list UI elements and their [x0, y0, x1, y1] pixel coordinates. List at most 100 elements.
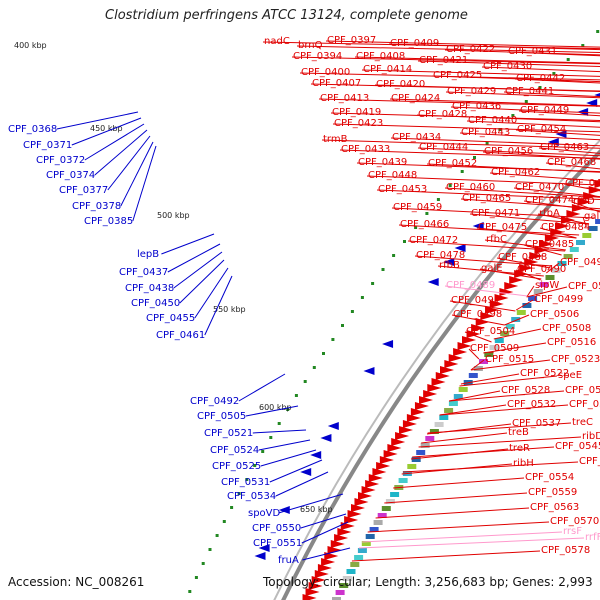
right-label-connector — [526, 286, 568, 298]
left-label-connector — [252, 429, 307, 434]
right-label-connector — [460, 198, 600, 210]
left-gene-label: CPF_0438 — [125, 283, 174, 294]
right-gene-label: CPF_0425 — [433, 70, 482, 81]
topology-label: Topology: circular; Length: 3,256,683 bp… — [263, 575, 593, 589]
right-gene-label: CPF_0462 — [491, 167, 540, 178]
scale-dot — [201, 562, 205, 565]
right-label-connector — [427, 422, 572, 434]
feature-block — [373, 520, 383, 525]
right-label-connector — [417, 147, 600, 157]
right-gene-label: CPF_0478 — [416, 250, 465, 261]
left-gene-label: CPF_0505 — [197, 411, 246, 422]
right-label-connector — [496, 257, 551, 269]
right-gene-label: CPF_0509 — [470, 343, 519, 354]
right-label-connector — [545, 262, 560, 274]
scale-tick-label: 400 kbp — [14, 41, 47, 50]
left-gene-label: CPF_0450 — [131, 298, 180, 309]
feature-block — [346, 569, 356, 574]
scale-dot — [566, 58, 570, 61]
right-label-connector — [504, 314, 530, 326]
forward-gene-arrow — [544, 234, 559, 242]
right-label-connector — [318, 98, 600, 107]
backbone-shadow — [273, 139, 600, 600]
right-gene-label: CPF_0420 — [376, 79, 425, 90]
feature-block — [458, 387, 468, 392]
left-gene-label: CPF_0550 — [252, 523, 301, 534]
scale-dot — [436, 198, 440, 201]
scale-tick-label: 650 kbp — [300, 505, 333, 514]
right-gene-label: CPF_0449 — [520, 105, 569, 116]
right-gene-label: rfbD — [573, 196, 595, 207]
forward-gene-arrow — [485, 306, 500, 314]
scale-dot — [552, 72, 556, 75]
scale-dot — [277, 422, 281, 425]
right-gene-label: CPF_0430 — [483, 61, 532, 72]
forward-gene-arrow — [350, 504, 365, 512]
right-gene-label: CPF_0535 — [569, 399, 600, 410]
right-gene-label: CPF_0563 — [530, 502, 579, 513]
right-label-connector — [418, 436, 582, 448]
right-label-connector — [470, 359, 485, 371]
right-gene-label: brnQ — [298, 40, 323, 51]
left-gene-label: CPF_0461 — [156, 330, 205, 341]
forward-gene-arrow — [334, 534, 349, 542]
forward-gene-arrow — [340, 522, 355, 530]
scale-dot — [392, 254, 396, 257]
scale-dot — [222, 520, 226, 523]
right-label-connector — [431, 75, 600, 83]
left-gene-label: lepB — [137, 249, 159, 260]
right-gene-label: rfbB — [439, 260, 460, 271]
feature-block — [539, 282, 549, 287]
forward-gene-arrow — [440, 366, 455, 374]
right-gene-label: CPF_0488 — [498, 252, 547, 263]
right-label-connector — [339, 149, 600, 159]
right-gene-label: nadC — [264, 36, 290, 47]
left-label-connector — [275, 471, 329, 497]
feature-block — [522, 303, 532, 308]
right-label-connector — [299, 72, 600, 81]
right-gene-label: CPF_0499 — [534, 294, 583, 305]
right-label-connector — [439, 404, 569, 416]
right-gene-label: CPF_0468 — [547, 157, 596, 168]
feature-block — [511, 317, 521, 322]
right-label-connector — [506, 51, 600, 57]
scale-dot — [473, 156, 476, 159]
feature-block — [420, 443, 430, 448]
right-gene-label: CPF_0409 — [390, 38, 439, 49]
left-gene-label: CPF_0551 — [253, 538, 302, 549]
right-gene-label: CPF_0465 — [462, 193, 511, 204]
right-gene-label: rrfF — [585, 532, 600, 543]
feature-block — [385, 499, 395, 504]
right-gene-label: CPF_0515 — [485, 354, 534, 365]
scale-dot — [237, 492, 241, 495]
forward-gene-arrow — [383, 450, 398, 458]
right-label-connector — [450, 106, 600, 114]
right-gene-label: CPF_0504 — [466, 326, 515, 337]
right-label-connector — [393, 477, 525, 489]
right-label-connector — [375, 507, 530, 519]
map-title: Clostridium perfringens ATCC 13124, comp… — [105, 8, 468, 23]
right-label-connector — [421, 432, 508, 444]
right-gene-label: CPF_0414 — [363, 64, 412, 75]
forward-gene-arrow — [398, 426, 413, 434]
right-gene-label: CPF_0475 — [478, 222, 527, 233]
scale-dot — [360, 296, 364, 299]
left-gene-label: spoVD — [248, 508, 281, 519]
left-label-connector — [194, 267, 229, 319]
right-gene-label: rrsF — [563, 526, 582, 537]
right-label-connector — [449, 390, 501, 402]
scale-dot — [460, 170, 464, 173]
right-label-connector — [523, 200, 600, 212]
right-label-connector — [482, 151, 600, 160]
scale-dot — [596, 30, 600, 33]
scale-dot — [286, 408, 290, 411]
reverse-gene-arrow — [254, 552, 266, 560]
feature-block — [500, 331, 510, 336]
forward-gene-arrow — [305, 588, 320, 596]
right-gene-label: CPF_0516 — [547, 337, 596, 348]
left-label-connector — [71, 117, 142, 146]
reverse-gene-arrow — [327, 422, 339, 430]
feature-block — [563, 254, 573, 259]
feature-block — [335, 590, 345, 595]
accession-label: Accession: NC_008261 — [8, 575, 145, 589]
